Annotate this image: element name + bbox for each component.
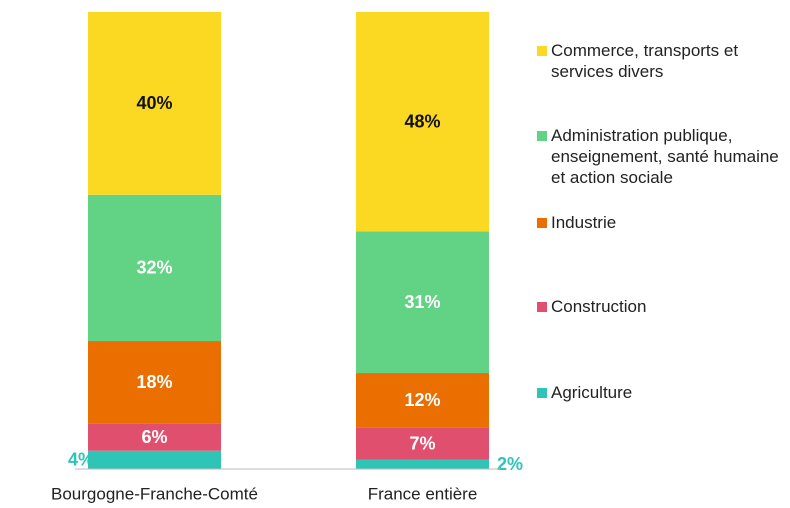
value-label: 7% bbox=[409, 434, 435, 454]
legend-swatch bbox=[537, 218, 547, 228]
bar-segment bbox=[88, 423, 221, 451]
bar-segment bbox=[356, 427, 489, 460]
value-label: 32% bbox=[136, 258, 172, 278]
legend-item: Agriculture bbox=[537, 382, 787, 403]
legend-item: Industrie bbox=[537, 212, 787, 233]
x-tick-label: Bourgogne-Franche-Comté bbox=[51, 484, 258, 503]
legend-swatch bbox=[537, 131, 547, 141]
legend-item: Administration publique, enseignement, s… bbox=[537, 125, 787, 188]
legend-label: Agriculture bbox=[551, 383, 633, 402]
value-label: 2% bbox=[497, 454, 523, 474]
legend-label: Commerce, transports et services divers bbox=[551, 41, 739, 81]
value-label: 12% bbox=[404, 390, 440, 410]
legend-item: Construction bbox=[537, 296, 787, 317]
legend-item: Commerce, transports et services divers bbox=[537, 40, 787, 82]
bar-segment bbox=[356, 373, 489, 428]
legend-label: Administration publique, enseignement, s… bbox=[551, 126, 779, 187]
value-label: 18% bbox=[136, 372, 172, 392]
legend-swatch bbox=[537, 46, 547, 56]
legend-label: Construction bbox=[551, 297, 647, 316]
bar-segment bbox=[356, 231, 489, 374]
value-label: 40% bbox=[136, 93, 172, 113]
bar-segment bbox=[356, 459, 489, 469]
bar-segment bbox=[88, 194, 221, 342]
value-label: 48% bbox=[404, 111, 440, 131]
bar-segment bbox=[88, 12, 221, 195]
legend-label: Industrie bbox=[551, 213, 617, 232]
x-tick-label: France entière bbox=[368, 484, 478, 503]
bar-segment bbox=[88, 450, 221, 469]
legend-swatch bbox=[537, 388, 547, 398]
bar-segment bbox=[88, 341, 221, 424]
value-label: 6% bbox=[141, 427, 167, 447]
bar-segment bbox=[356, 12, 489, 232]
legend-swatch bbox=[537, 302, 547, 312]
value-label: 4% bbox=[68, 450, 94, 470]
value-label: 31% bbox=[404, 292, 440, 312]
